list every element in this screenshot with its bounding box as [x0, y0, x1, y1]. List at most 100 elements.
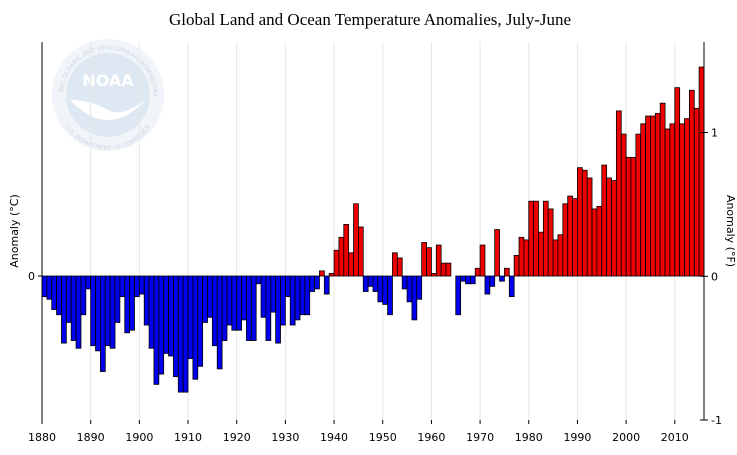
x-tick-label: 2010 — [661, 431, 689, 444]
bar — [367, 275, 374, 287]
bar — [270, 275, 277, 313]
bar — [357, 226, 364, 277]
bar — [440, 262, 447, 277]
bar — [192, 275, 199, 380]
bar — [236, 275, 242, 331]
bar — [323, 275, 330, 295]
bar — [508, 275, 515, 298]
bar — [153, 275, 160, 385]
bar — [635, 133, 642, 277]
bar — [148, 275, 155, 349]
bar — [158, 275, 165, 375]
bar — [333, 249, 340, 277]
y-tick-label: 0 — [28, 270, 35, 283]
bar — [65, 275, 72, 323]
bar — [601, 164, 608, 277]
bar — [494, 229, 500, 277]
bar — [499, 275, 505, 282]
chart-title: Global Land and Ocean Temperature Anomal… — [169, 10, 571, 29]
bar — [109, 275, 116, 349]
bar — [469, 275, 476, 285]
bar — [173, 275, 179, 378]
bar — [518, 236, 525, 277]
bar — [596, 205, 603, 277]
bar — [421, 242, 427, 277]
bar — [377, 275, 384, 303]
x-tick-label: 1930 — [271, 431, 299, 444]
y-axis-label: Anomaly (°C) — [8, 194, 21, 268]
bar — [513, 254, 520, 277]
bar — [95, 275, 101, 352]
bar — [353, 203, 359, 277]
bar — [255, 275, 262, 285]
bar — [177, 275, 184, 393]
bar — [504, 267, 510, 277]
bar — [299, 275, 306, 316]
x-tick-label: 1910 — [174, 431, 202, 444]
bar — [197, 275, 204, 367]
logo-disc — [66, 53, 150, 137]
bar — [392, 252, 398, 277]
bar — [304, 275, 311, 316]
bar — [202, 275, 208, 323]
bar — [51, 275, 58, 310]
bar — [669, 123, 676, 277]
bar — [659, 102, 666, 277]
bar — [406, 275, 413, 303]
x-tick-label: 1940 — [320, 431, 348, 444]
bar — [168, 275, 174, 357]
bar — [182, 275, 189, 393]
bar — [104, 275, 111, 347]
bar — [134, 275, 140, 298]
bar — [611, 180, 617, 277]
bar — [41, 275, 48, 298]
bar — [46, 275, 53, 300]
bar — [265, 275, 272, 341]
bar — [372, 275, 379, 292]
bar — [241, 275, 247, 321]
bar — [484, 275, 491, 295]
bar — [455, 275, 462, 316]
x-tick-label: 1980 — [515, 431, 543, 444]
bar — [528, 200, 535, 277]
y2-tick-label: 1 — [711, 127, 718, 140]
bar — [654, 113, 661, 277]
bar — [61, 275, 67, 344]
bar — [533, 200, 539, 277]
x-tick-label: 1970 — [466, 431, 494, 444]
x-tick-label: 1920 — [223, 431, 251, 444]
bar — [328, 273, 335, 277]
bar — [294, 275, 301, 321]
bar — [216, 275, 223, 370]
bar — [542, 200, 549, 277]
bar — [309, 275, 315, 292]
bar — [124, 275, 131, 334]
bar — [547, 208, 554, 277]
bar — [143, 275, 150, 326]
bar — [187, 275, 194, 359]
bar — [698, 66, 705, 277]
bar — [319, 270, 325, 277]
bar — [382, 275, 389, 305]
bar — [489, 275, 496, 287]
bar — [606, 177, 612, 277]
bar — [226, 275, 233, 326]
bar — [615, 110, 622, 277]
bar — [211, 275, 218, 347]
bar — [562, 203, 569, 277]
bar — [479, 244, 486, 277]
bar — [416, 275, 423, 300]
bar — [396, 257, 403, 277]
y2-axis-label: Anomaly (°F) — [724, 195, 737, 267]
bar — [664, 128, 671, 277]
bar — [630, 156, 637, 277]
bar — [435, 244, 442, 277]
logo-text: NOAA — [82, 71, 134, 90]
bar — [338, 236, 345, 277]
x-tick-label: 1960 — [417, 431, 445, 444]
logo-ring — [52, 39, 164, 151]
bar — [75, 275, 82, 349]
bar — [693, 107, 700, 277]
